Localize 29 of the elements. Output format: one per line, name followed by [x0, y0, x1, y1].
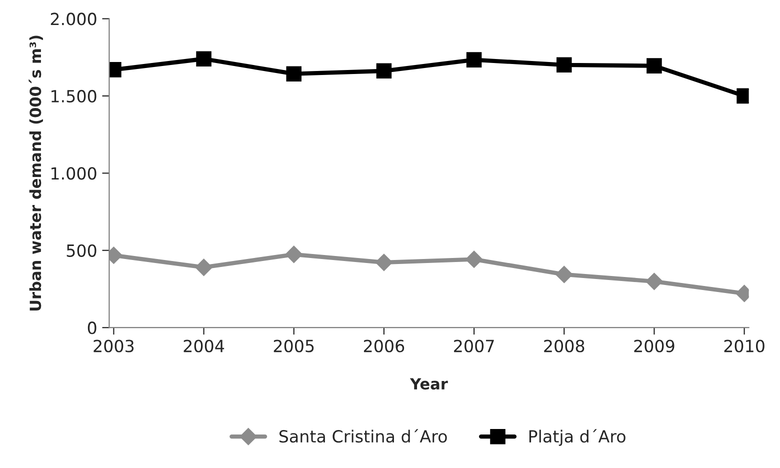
x-axis-title: Year: [410, 378, 448, 390]
y-axis-title: Urban water demand (000´s m³): [28, 36, 43, 311]
x-tick-label: 2007: [454, 340, 494, 352]
x-tick-label: 2008: [544, 340, 584, 352]
legend-label: Santa Cristina d´Aro: [279, 429, 447, 443]
y-tick-label: 500: [66, 244, 96, 257]
point: [646, 272, 663, 290]
x-tick-label: 2010: [724, 340, 764, 352]
x-tick-label: 2009: [634, 340, 674, 352]
x-tick-label: 2003: [94, 340, 134, 352]
x-tick-label: 2006: [364, 340, 404, 352]
point: [376, 63, 392, 79]
x-tick-label: 2005: [274, 340, 314, 352]
y-tick-label: 0: [88, 322, 96, 334]
x-tick-label: 2004: [184, 340, 224, 352]
y-tick-label: 1.000: [52, 167, 96, 180]
point: [285, 246, 302, 263]
point: [195, 258, 212, 276]
point: [286, 66, 302, 82]
y-tick-label: 1.500: [52, 90, 96, 103]
y-tick-label: 2.000: [50, 12, 96, 26]
point: [465, 250, 483, 268]
point: [466, 52, 482, 68]
point: [556, 266, 573, 284]
point: [556, 57, 572, 73]
point: [646, 58, 662, 74]
point: [196, 51, 212, 67]
point: [375, 254, 393, 271]
legend-label: Platja d´Aro: [529, 429, 626, 446]
